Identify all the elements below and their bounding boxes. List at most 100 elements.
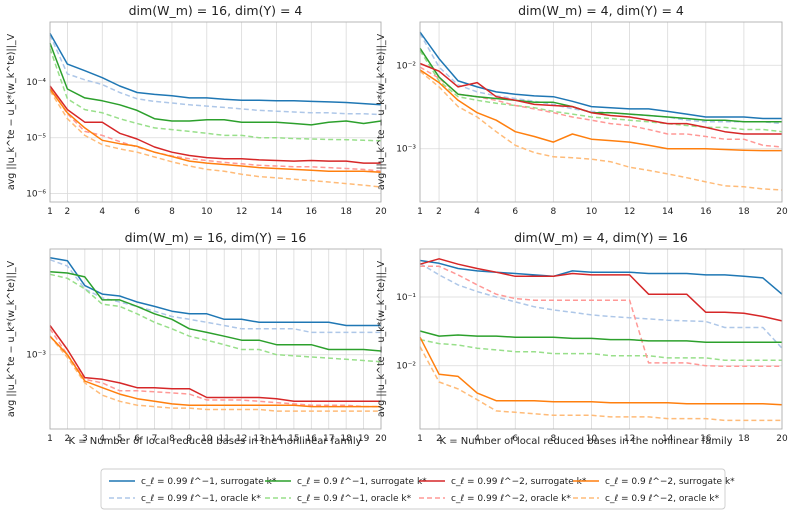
- x-tick-label: 3: [82, 434, 88, 444]
- series-line-oracle-3: [419, 66, 783, 148]
- y-tick-label: 10⁻³: [26, 351, 46, 361]
- plot-frame: [419, 21, 783, 203]
- series-line-oracle-4: [419, 70, 783, 191]
- panel-title: dim(W_m) = 4, dim(Y) = 16: [514, 230, 688, 245]
- legend-label: c_ℓ = 0.9 ℓ^−2, surrogate k*: [605, 477, 735, 487]
- x-tick-label: 6: [134, 207, 140, 217]
- x-tick-label: 14: [271, 434, 283, 444]
- x-tick-label: 16: [306, 434, 318, 444]
- series-line-surrogate-3: [419, 62, 782, 135]
- series-line-oracle-3: [420, 265, 782, 368]
- series-line-surrogate-4: [49, 88, 382, 173]
- x-tick-label: 20: [375, 434, 387, 444]
- y-tick-label: 10⁻⁵: [26, 134, 46, 144]
- x-tick-label: 8: [551, 207, 557, 217]
- x-tick-label: 1: [417, 207, 423, 217]
- x-tick-label: 2: [436, 207, 442, 217]
- series-line-surrogate-1: [419, 31, 782, 120]
- x-axis-label-right: K = Number of local reduced bases in the…: [439, 436, 732, 447]
- series-line-oracle-1: [419, 262, 783, 349]
- x-tick-label: 12: [624, 207, 635, 217]
- x-tick-label: 6: [512, 434, 518, 444]
- series-line-oracle-1: [49, 34, 382, 116]
- series-line-surrogate-2: [49, 271, 382, 352]
- series-line-surrogate-2: [419, 330, 782, 343]
- x-tick-label: 16: [700, 434, 712, 444]
- x-tick-label: 2: [65, 207, 71, 217]
- y-tick-label: 10⁻³: [396, 145, 416, 155]
- x-tick-label: 1: [417, 434, 423, 444]
- x-tick-label: 20: [776, 207, 788, 217]
- x-tick-label: 8: [169, 434, 175, 444]
- plot-frame: [49, 21, 382, 203]
- series-line-oracle-3: [49, 328, 381, 408]
- series-line-surrogate-3: [49, 85, 381, 164]
- x-tick-label: 4: [474, 207, 480, 217]
- x-tick-label: 2: [436, 434, 442, 444]
- series-line-surrogate-1: [49, 257, 381, 327]
- x-tick-label: 16: [700, 207, 712, 217]
- x-tick-label: 10: [586, 207, 598, 217]
- x-tick-label: 14: [662, 434, 674, 444]
- y-tick-label: 10⁻²: [396, 61, 416, 71]
- x-tick-label: 4: [99, 207, 105, 217]
- x-tick-label: 10: [201, 207, 213, 217]
- x-tick-label: 18: [340, 434, 352, 444]
- series-line-surrogate-1: [419, 259, 783, 295]
- series-line-oracle-2: [419, 50, 783, 133]
- y-axis-label: avg ||u_k^te − u_k*(w_k^te)||_V: [6, 33, 17, 190]
- y-tick-label: 10⁻¹: [396, 293, 416, 303]
- panel-title: dim(W_m) = 16, dim(Y) = 4: [129, 3, 303, 18]
- panel-title: dim(W_m) = 4, dim(Y) = 4: [518, 3, 684, 18]
- series-line-surrogate-4: [419, 69, 782, 152]
- x-tick-label: 8: [551, 434, 557, 444]
- x-tick-label: 10: [201, 434, 213, 444]
- x-tick-label: 18: [340, 207, 352, 217]
- y-axis-label: avg ||u_k^te − u_k*(w_k^te)||_V: [376, 33, 387, 190]
- x-tick-label: 8: [169, 207, 175, 217]
- legend-label: c_ℓ = 0.99 ℓ^−2, oracle k*: [451, 494, 571, 504]
- legend-label: c_ℓ = 0.99 ℓ^−2, surrogate k*: [451, 477, 587, 487]
- x-tick-label: 7: [152, 434, 158, 444]
- x-tick-label: 16: [306, 207, 318, 217]
- series-line-surrogate-1: [49, 33, 382, 106]
- x-tick-label: 15: [288, 434, 299, 444]
- x-tick-label: 6: [134, 434, 140, 444]
- x-tick-label: 5: [117, 434, 123, 444]
- series-line-oracle-4: [49, 90, 382, 188]
- y-tick-label: 10⁻⁶: [26, 189, 46, 199]
- series-line-oracle-4: [49, 335, 381, 412]
- y-tick-label: 10⁻⁴: [26, 78, 46, 88]
- plot-frame: [419, 248, 783, 430]
- series-line-oracle-4: [419, 346, 782, 422]
- x-tick-label: 13: [253, 434, 264, 444]
- x-tick-label: 1: [47, 207, 53, 217]
- x-tick-label: 20: [375, 207, 387, 217]
- x-tick-label: 12: [624, 434, 635, 444]
- x-tick-label: 1: [47, 434, 53, 444]
- legend-label: c_ℓ = 0.9 ℓ^−1, oracle k*: [297, 494, 412, 504]
- series-line-surrogate-2: [419, 47, 782, 123]
- x-tick-label: 4: [99, 434, 105, 444]
- plot-area: [50, 249, 381, 429]
- plot-frame: [49, 248, 382, 430]
- x-axis-label-left: K = Number of local reduced bases in the…: [68, 436, 361, 447]
- x-tick-label: 9: [187, 434, 193, 444]
- x-tick-label: 6: [512, 207, 518, 217]
- x-tick-label: 4: [474, 434, 480, 444]
- legend-label: c_ℓ = 0.99 ℓ^−1, surrogate k*: [141, 477, 277, 487]
- legend-label: c_ℓ = 0.9 ℓ^−2, oracle k*: [605, 494, 720, 504]
- x-tick-label: 17: [323, 434, 334, 444]
- y-tick-label: 10⁻²: [396, 362, 416, 372]
- legend-label: c_ℓ = 0.9 ℓ^−1, surrogate k*: [297, 477, 427, 487]
- legend-box: [100, 468, 726, 510]
- legend: c_ℓ = 0.99 ℓ^−1, surrogate k* c_ℓ = 0.9 ℓ…: [100, 468, 735, 510]
- chart-panel-3: 1 2 3 4 5 6 7 8 9 10 11 12 13 14 15 16 17 18 19 2010⁻³dim(W…: [6, 230, 387, 444]
- x-tick-label: 20: [776, 434, 788, 444]
- x-tick-label: 14: [271, 207, 283, 217]
- y-axis-label: avg ||u_k^te − u_k*(w_k^te)||_V: [376, 260, 387, 417]
- series-line-surrogate-3: [49, 325, 381, 403]
